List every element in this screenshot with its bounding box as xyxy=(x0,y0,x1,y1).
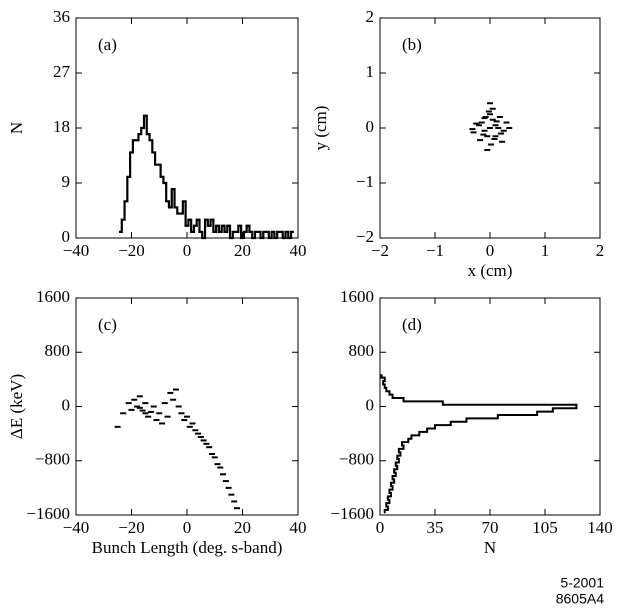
x-tick-label: −2 xyxy=(371,241,389,260)
panel-label: (d) xyxy=(402,315,422,334)
y-tick-label: 0 xyxy=(366,395,375,414)
y-axis-label: N xyxy=(7,122,26,134)
x-tick-label: 40 xyxy=(290,241,307,260)
x-axis-label: N xyxy=(484,538,496,557)
y-tick-label: 0 xyxy=(62,395,71,414)
y-tick-label: 800 xyxy=(45,341,71,360)
x-tick-label: −1 xyxy=(426,241,444,260)
x-axis-label: Bunch Length (deg. s-band) xyxy=(92,538,283,557)
x-tick-label: 140 xyxy=(587,518,613,537)
y-tick-label: 800 xyxy=(349,341,375,360)
y-tick-label: 27 xyxy=(53,62,71,81)
y-tick-label: 1 xyxy=(366,62,375,81)
y-tick-label: 1600 xyxy=(36,287,70,306)
x-tick-label: 70 xyxy=(482,518,499,537)
x-tick-label: −20 xyxy=(118,518,145,537)
x-tick-label: 20 xyxy=(234,518,251,537)
y-tick-label: 9 xyxy=(62,172,71,191)
x-tick-label: 40 xyxy=(290,518,307,537)
y-tick-label: −2 xyxy=(356,227,374,246)
y-tick-label: −1600 xyxy=(26,504,70,523)
x-tick-label: 1 xyxy=(541,241,550,260)
y-tick-label: −800 xyxy=(35,450,70,469)
y-tick-label: −1 xyxy=(356,172,374,191)
panel-label: (c) xyxy=(98,315,117,334)
y-tick-label: 1600 xyxy=(340,287,374,306)
y-tick-label: 0 xyxy=(62,227,71,246)
histogram-line xyxy=(119,114,294,240)
x-axis-label: x (cm) xyxy=(468,261,513,280)
y-tick-label: 36 xyxy=(53,7,70,26)
x-tick-label: −40 xyxy=(63,518,90,537)
x-tick-label: 20 xyxy=(234,241,251,260)
y-axis-label: ΔE (keV) xyxy=(7,374,26,439)
y-tick-label: 18 xyxy=(53,117,70,136)
panel-label: (b) xyxy=(402,35,422,54)
x-tick-label: 35 xyxy=(427,518,444,537)
x-tick-label: −20 xyxy=(118,241,145,260)
x-tick-label: −40 xyxy=(63,241,90,260)
y-tick-label: 2 xyxy=(366,7,375,26)
footer-date: 5-2001 xyxy=(560,575,604,591)
y-axis-label: y (cm) xyxy=(311,106,330,151)
x-tick-label: 2 xyxy=(596,241,605,260)
panel-label: (a) xyxy=(98,35,117,54)
y-tick-label: −800 xyxy=(339,450,374,469)
x-tick-label: 0 xyxy=(183,241,192,260)
footer-id: 8605A4 xyxy=(556,591,604,607)
histogram-line xyxy=(380,374,578,514)
x-tick-label: 0 xyxy=(486,241,495,260)
x-tick-label: 0 xyxy=(183,518,192,537)
x-tick-label: 0 xyxy=(376,518,385,537)
x-tick-label: 105 xyxy=(532,518,558,537)
y-tick-label: 0 xyxy=(366,117,375,136)
y-tick-label: −1600 xyxy=(330,504,374,523)
